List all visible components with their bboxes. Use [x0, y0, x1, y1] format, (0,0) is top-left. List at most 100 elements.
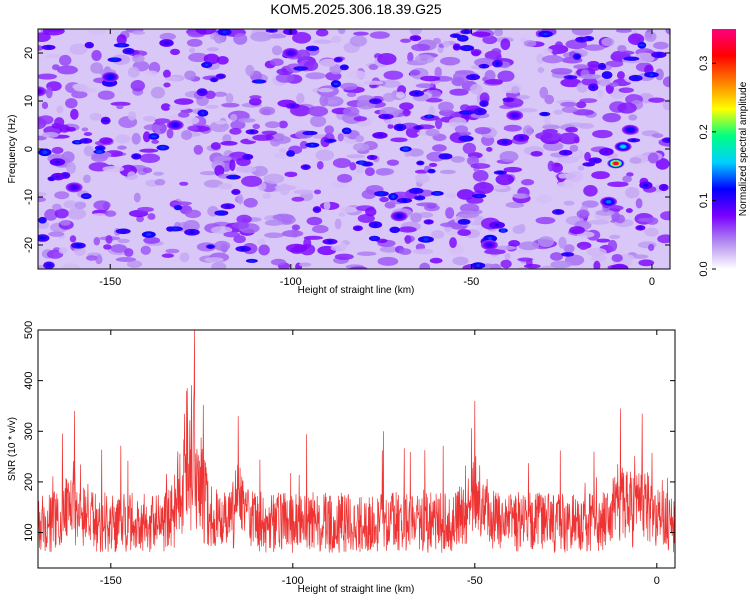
spectrogram-cell [474, 57, 496, 67]
spectrogram-cell-core [579, 38, 584, 41]
spectrogram-cell [316, 160, 324, 170]
spectrogram-cell [549, 252, 564, 261]
spectrogram-cell [612, 50, 635, 56]
spectrogram-cell [203, 53, 220, 65]
spectrogram-cell-core [241, 247, 246, 251]
spectrogram-cell [233, 33, 248, 45]
spectrogram-cell-core [568, 76, 573, 79]
spectrogram-cell [412, 248, 434, 255]
spectrogram-cell [262, 193, 272, 199]
spectrogram-cell [450, 155, 465, 163]
spectrogram-cell-core [335, 58, 341, 62]
spectrogram-cell-core [39, 236, 46, 240]
spectrogram-cell-core [326, 240, 334, 244]
spectrogram-cell [353, 31, 369, 36]
spectrogram-cell [243, 197, 258, 208]
spectrogram-cell [41, 131, 59, 138]
spectrogram-cell [644, 31, 657, 42]
spectrogram-cell-core [288, 152, 293, 155]
spectrogram-cell [434, 117, 443, 130]
spectrogram-cell-core [495, 61, 500, 66]
spectrogram-cell [110, 101, 131, 107]
spectrogram-cell [153, 171, 164, 176]
spectrogram-cell [278, 120, 288, 129]
spectrogram-cell [470, 48, 482, 56]
spectrogram-cell [61, 151, 75, 163]
spectrogram-cell [644, 227, 659, 237]
spectrogram-cell [596, 238, 611, 243]
spectrogram-cell [235, 165, 257, 173]
spectrogram-cell-core [189, 230, 195, 234]
spectrogram-cell [264, 232, 284, 239]
figure-title: KOM5.2025.306.18.39.G25 [270, 1, 441, 17]
spectrogram-cell [154, 118, 171, 124]
spectrogram-cell [329, 64, 343, 75]
spectrogram-cell-core [39, 218, 46, 222]
spectrogram-cell [187, 125, 198, 131]
spectrogram-cell [184, 70, 196, 81]
spectrogram-cell-core [555, 210, 562, 214]
spectrogram-cell [349, 266, 368, 269]
spectrogram-cell [610, 263, 629, 269]
spectrogram-cell [442, 40, 451, 48]
y-tick-label: 100 [23, 523, 35, 541]
spectrogram-cell [590, 254, 607, 262]
spectrogram-cell [41, 101, 49, 110]
spectrogram-cell [213, 155, 232, 161]
spectrogram-cell [569, 144, 579, 152]
spectrogram-cell-core [118, 44, 125, 47]
spectrogram-cell [48, 231, 65, 237]
spectrogram-cell [449, 88, 469, 96]
spectrogram-cell [206, 47, 220, 52]
spectrogram-cell [646, 217, 659, 225]
spectrogram-y-label: Frequency (Hz) [7, 115, 18, 184]
spectrogram-cell-core [269, 29, 275, 33]
spectrogram-cell [42, 29, 65, 36]
spectrogram-cell-core [476, 264, 480, 267]
spectrogram-cell [281, 230, 304, 238]
spectrogram-cell [409, 69, 421, 76]
spectrogram-hotspot [107, 75, 113, 79]
spectrogram-cell [139, 148, 159, 153]
spectrogram-cell-core [463, 110, 470, 115]
spectrogram-cell [500, 259, 512, 269]
spectrogram-cell-core [396, 125, 404, 130]
spectrogram-cell-core [497, 171, 504, 175]
spectrogram-cell [233, 235, 246, 244]
spectrogram-cell [299, 140, 308, 149]
spectrogram-cell [553, 109, 563, 115]
spectrogram-cell-core [308, 47, 316, 50]
spectrogram-cell [45, 53, 63, 59]
spectrogram-cell [417, 212, 434, 219]
spectrogram-cell [457, 229, 471, 237]
spectrogram-cell-core [344, 129, 350, 133]
spectrogram-cell [577, 165, 585, 171]
spectrogram-cell [213, 240, 231, 251]
spectrogram-cell [63, 200, 78, 209]
spectrogram-cell [124, 248, 134, 257]
spectrogram-cell-core [102, 119, 109, 122]
snr-x-label: Height of straight line (km) [298, 584, 415, 595]
spectrogram-cell [250, 31, 272, 42]
spectrogram-cell [338, 212, 346, 217]
spectrogram-cell-core [401, 198, 407, 203]
spectrogram-cell [38, 32, 51, 42]
colorbar-tick-label: 0.3 [698, 56, 710, 71]
spectrogram-cell [537, 236, 555, 248]
spectrogram-cell-core [506, 98, 511, 101]
spectrogram-cell [177, 111, 190, 118]
spectrogram-cell [576, 209, 590, 219]
snr-x-axis: -150 -100 -50 0 [100, 330, 660, 587]
spectrogram-cell [499, 150, 519, 163]
spectrogram-cell [456, 189, 475, 200]
spectrogram-cell [484, 78, 504, 85]
spectrogram-cell [210, 142, 221, 150]
spectrogram-cell [89, 112, 103, 121]
spectrogram-cell [497, 70, 515, 82]
spectrogram-cell [339, 206, 358, 213]
spectrogram-cell [651, 133, 664, 138]
spectrogram-cell-core [664, 138, 670, 142]
spectrogram-cell [627, 33, 645, 46]
spectrogram-cell [317, 87, 334, 93]
spectrogram-cell [364, 167, 375, 177]
